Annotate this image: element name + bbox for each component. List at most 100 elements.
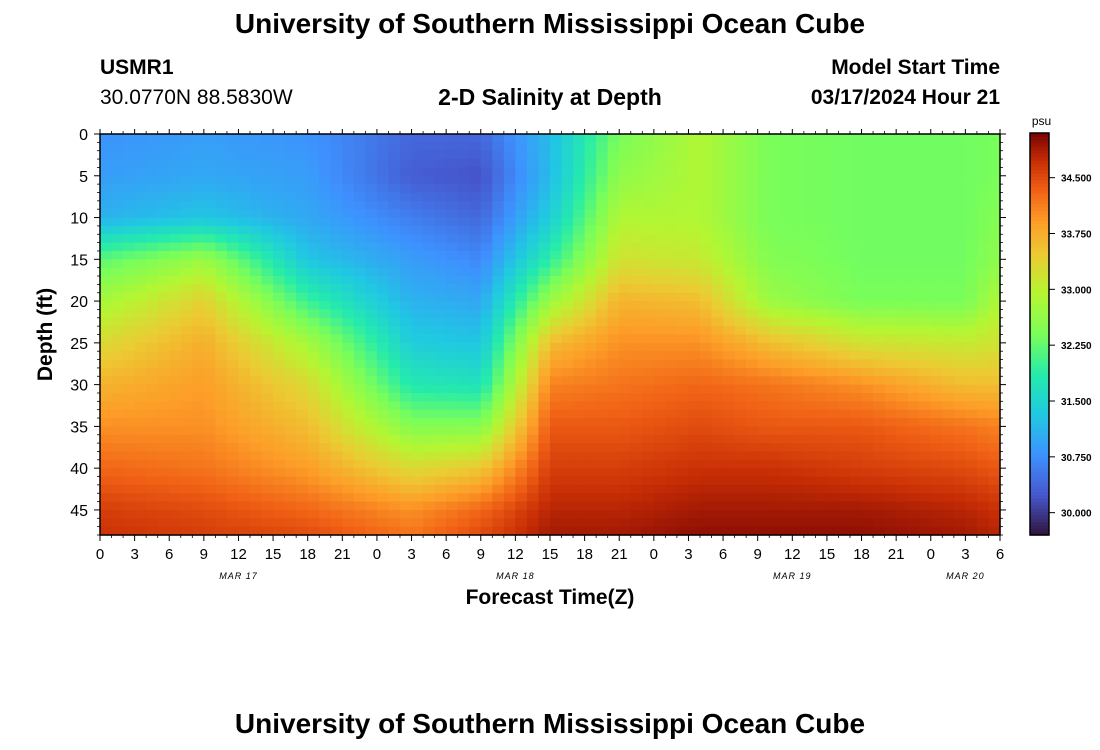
heatmap-cell <box>296 351 309 361</box>
heatmap-cell <box>261 334 274 344</box>
heatmap-cell <box>850 384 863 394</box>
heatmap-cell <box>619 292 632 302</box>
heatmap-cell <box>388 326 401 336</box>
heatmap-cell <box>550 225 563 235</box>
heatmap-cell <box>965 184 978 194</box>
heatmap-cell <box>584 351 597 361</box>
heatmap-cell <box>584 326 597 336</box>
heatmap-cell <box>700 376 713 386</box>
colorbar-segment <box>1030 377 1049 382</box>
heatmap-cell <box>573 309 586 319</box>
heatmap-cell <box>330 284 343 294</box>
heatmap-cell <box>953 317 966 327</box>
heatmap-cell <box>503 309 516 319</box>
heatmap-cell <box>607 367 620 377</box>
heatmap-cell <box>123 150 136 160</box>
heatmap-cell <box>330 134 343 143</box>
heatmap-cell <box>203 392 216 402</box>
heatmap-cell <box>388 351 401 361</box>
heatmap-cell <box>976 276 990 285</box>
heatmap-cell <box>457 142 470 152</box>
heatmap-cell <box>146 418 159 427</box>
heatmap-cell <box>157 267 170 277</box>
heatmap-cell <box>169 175 182 185</box>
heatmap-cell <box>203 142 216 152</box>
heatmap-cell <box>319 451 332 461</box>
heatmap-cell <box>457 250 470 260</box>
heatmap-cell <box>653 209 666 219</box>
heatmap-cell <box>423 493 436 503</box>
y-tick-label: 45 <box>70 503 88 520</box>
heatmap-cell <box>203 167 216 177</box>
heatmap-cell <box>353 418 366 427</box>
heatmap-cell <box>711 376 724 386</box>
heatmap-cell <box>365 175 378 185</box>
heatmap-cell <box>284 342 297 352</box>
heatmap-cell <box>976 175 990 185</box>
heatmap-cell <box>873 409 886 419</box>
heatmap-cell <box>330 384 343 394</box>
heatmap-cell <box>192 175 205 185</box>
heatmap-cell <box>803 392 816 402</box>
heatmap-cell <box>192 401 205 411</box>
heatmap-cell <box>192 426 205 436</box>
heatmap-cell <box>700 367 713 377</box>
heatmap-cell <box>965 468 978 478</box>
heatmap-cell <box>215 376 228 386</box>
heatmap-cell <box>180 167 193 177</box>
heatmap-cell <box>273 217 286 227</box>
heatmap-cell <box>584 309 597 319</box>
heatmap-cell <box>100 367 113 377</box>
heatmap-cell <box>180 292 193 302</box>
heatmap-cell <box>203 259 216 269</box>
heatmap-cell <box>838 326 851 336</box>
colorbar-segment <box>1030 464 1049 469</box>
heatmap-cell <box>526 334 540 344</box>
heatmap-cell <box>192 200 205 210</box>
heatmap-cell <box>446 351 459 361</box>
heatmap-cell <box>723 142 736 152</box>
heatmap-cell <box>457 426 470 436</box>
heatmap-cell <box>711 284 724 294</box>
heatmap-cell <box>261 326 274 336</box>
heatmap-cell <box>838 284 851 294</box>
heatmap-cell <box>550 326 563 336</box>
heatmap-cell <box>780 468 793 478</box>
heatmap-cell <box>123 250 136 260</box>
heatmap-cell <box>873 309 886 319</box>
heatmap-cell <box>169 501 182 511</box>
heatmap-cell <box>826 234 840 244</box>
heatmap-cell <box>665 184 678 194</box>
heatmap-cell <box>526 359 540 369</box>
heatmap-cell <box>261 175 274 185</box>
heatmap-cell <box>284 292 297 302</box>
heatmap-cell <box>688 443 701 453</box>
heatmap-cell <box>215 459 228 469</box>
heatmap-cell <box>134 384 147 394</box>
heatmap-cell <box>169 150 182 160</box>
heatmap-cell <box>896 326 909 336</box>
heatmap-cell <box>665 384 678 394</box>
heatmap-cell <box>157 209 170 219</box>
heatmap-cell <box>157 334 170 344</box>
heatmap-cell <box>757 267 770 277</box>
heatmap-cell <box>180 142 193 152</box>
colorbar-segment <box>1030 514 1049 519</box>
heatmap-cell <box>203 192 216 202</box>
heatmap-cell <box>780 309 793 319</box>
heatmap-cell <box>284 484 297 494</box>
heatmap-cell <box>123 409 136 419</box>
heatmap-cell <box>250 259 263 269</box>
heatmap-cell <box>757 451 770 461</box>
heatmap-cell <box>446 184 459 194</box>
heatmap-cell <box>480 175 493 185</box>
heatmap-cell <box>942 501 955 511</box>
heatmap-cell <box>526 192 540 202</box>
heatmap-cell <box>942 292 955 302</box>
heatmap-cell <box>573 192 586 202</box>
heatmap-cell <box>307 459 320 469</box>
heatmap-cell <box>480 334 493 344</box>
heatmap-cell <box>826 259 840 269</box>
heatmap-cell <box>711 384 724 394</box>
heatmap-cell <box>180 443 193 453</box>
